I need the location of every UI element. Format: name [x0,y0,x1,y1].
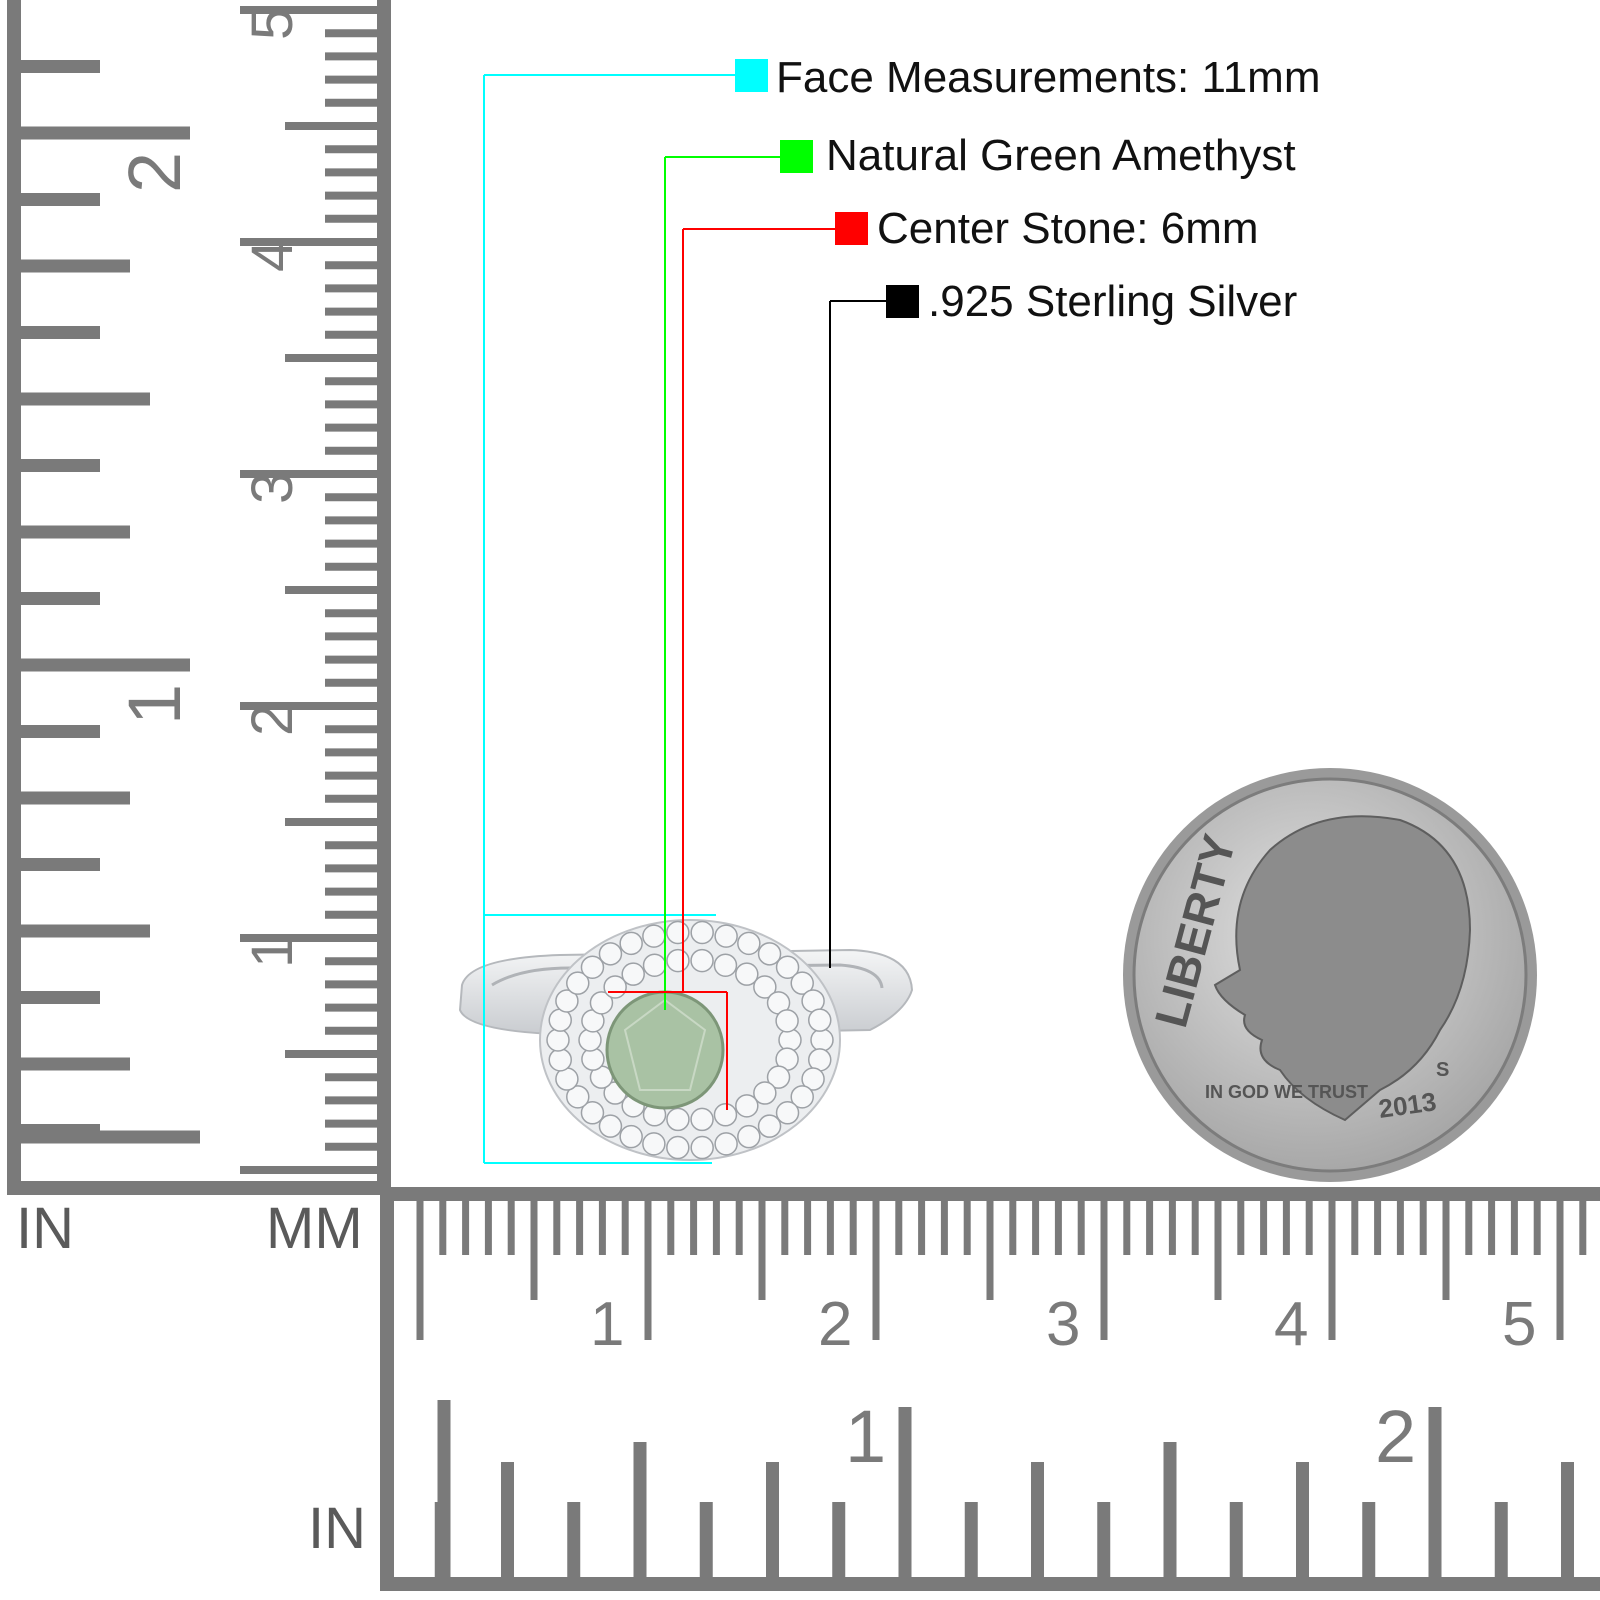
halo-stone [757,942,782,966]
halo-stone [713,1103,738,1127]
coin-mint-mark: S [1436,1059,1449,1081]
left-cm-label: 4 [240,240,305,272]
halo-stone [642,953,667,977]
halo-stone [753,975,777,999]
left-inch-label: 2 [113,152,196,193]
halo-stone [737,931,761,956]
halo-stone [778,1028,802,1052]
face-swatch [735,59,768,92]
halo-stone [580,955,605,979]
halo-stone [642,1132,666,1156]
rulers: 1 2 3 4 5 1 2 1 2 3 4 5 1 2 [7,0,1600,1591]
halo-stone [757,1114,782,1138]
halo-stone [808,1008,832,1032]
bottom-inch-label: 2 [1375,1395,1416,1478]
halo-stone [578,1028,602,1052]
stone-facet [623,998,707,1091]
bottom-inch-unit-label: IN [308,1496,366,1561]
bottom-cm-label: 4 [1274,1290,1308,1359]
left-inch-label: 1 [113,684,196,725]
halo-stone [801,1067,825,1091]
halo-stone [666,920,690,945]
bottom-inch-label: 1 [845,1395,886,1478]
halo-stone [581,1047,605,1071]
halo-stone [666,1107,690,1132]
halo-stone [714,924,738,948]
halo-stone [735,1094,759,1118]
halo-stone [713,953,738,977]
bottom-ruler-frame [380,1187,1600,1591]
portrait [1213,815,1472,1122]
halo-stone [546,1028,570,1052]
callout-metal: .925 Sterling Silver [928,277,1298,326]
halo-stone [666,1135,690,1160]
halo-stone [589,991,614,1015]
left-cm-label: 2 [240,704,305,736]
left-inch-unit-label: IN [16,1196,74,1261]
halo-stone [619,931,643,956]
left-mm-unit-label: MM [266,1196,363,1261]
halo-stone [555,989,579,1013]
halo-stone [690,1135,714,1160]
callout-gemstone: Natural Green Amethyst [826,131,1296,180]
ring-illustration [458,919,914,1161]
halo-stone [690,948,714,973]
left-ruler-frame [7,0,391,1195]
halo-stone [766,1065,791,1089]
halo-stone [790,971,814,995]
halo-stone [735,962,759,986]
center-swatch [835,212,868,245]
halo-stone [690,920,714,945]
bottom-cm-label: 5 [1502,1290,1536,1359]
left-cm-label: 3 [240,472,305,504]
halo-stone [810,1028,834,1052]
left-cm-label: 5 [240,8,305,40]
halo-stone [566,971,590,995]
halo-stone [619,1124,643,1149]
halo-stone [566,1085,590,1109]
halo-stone [775,955,800,979]
halo-stone [642,924,666,948]
halo-stone [598,942,623,966]
callout-lines [483,59,919,1164]
callout-center-stone: Center Stone: 6mm [877,204,1259,253]
bottom-cm-label: 3 [1046,1290,1080,1359]
bottom-cm-label: 2 [818,1290,852,1359]
metal-swatch [886,285,919,318]
halo-stone [775,1101,800,1125]
halo-stone [580,1101,605,1125]
coin-motto: IN GOD WE TRUST [1205,1082,1368,1102]
halo-stone [775,1009,799,1033]
halo-stone [790,1085,814,1109]
left-cm-label: 1 [240,936,305,968]
bottom-cm-label: 1 [590,1290,624,1359]
halo-stone [548,1048,572,1072]
halo-stone [737,1124,761,1149]
halo-stone [621,962,645,986]
halo-stone [666,948,690,973]
halo-stone [598,1114,623,1138]
callout-face-measurements: Face Measurements: 11mm [776,53,1321,102]
halo-stone [753,1081,777,1105]
halo-stone [714,1132,738,1156]
halo-stone [690,1107,714,1132]
gem-swatch [780,140,813,173]
